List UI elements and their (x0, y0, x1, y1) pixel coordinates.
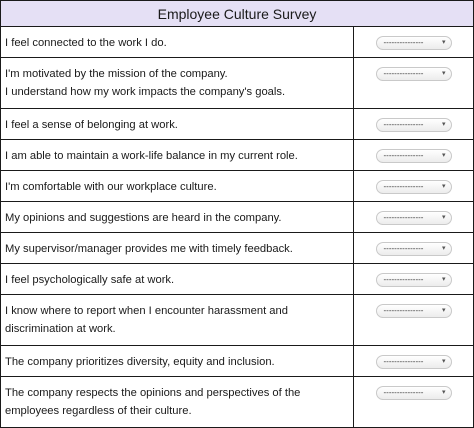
answer-select[interactable]: --------------- ▾ (375, 242, 452, 256)
question-row: I feel connected to the work I do. ------… (1, 27, 473, 58)
answer-cell: --------------- ▾ (354, 171, 473, 201)
answer-select[interactable]: --------------- ▾ (375, 211, 452, 225)
question-line: The company prioritizes diversity, equit… (5, 356, 275, 368)
chevron-down-icon: ▾ (441, 121, 446, 128)
question-row: I know where to report when I encounter … (1, 295, 473, 346)
answer-select[interactable]: --------------- ▾ (375, 149, 452, 163)
question-line: discrimination at work. (5, 323, 116, 335)
question-text: I feel connected to the work I do. (1, 27, 354, 57)
question-line: My supervisor/manager provides me with t… (5, 243, 293, 255)
question-list: I feel connected to the work I do. ------… (1, 27, 473, 427)
select-placeholder: --------------- (383, 120, 424, 129)
question-line: I know where to report when I encounter … (5, 305, 288, 317)
survey-title: Employee Culture Survey (1, 1, 473, 27)
select-placeholder: --------------- (383, 151, 424, 160)
answer-cell: --------------- ▾ (354, 202, 473, 232)
question-row: My supervisor/manager provides me with t… (1, 233, 473, 264)
select-placeholder: --------------- (383, 244, 424, 253)
answer-select[interactable]: --------------- ▾ (375, 386, 452, 400)
answer-cell: --------------- ▾ (354, 27, 473, 57)
chevron-down-icon: ▾ (441, 152, 446, 159)
question-text: My opinions and suggestions are heard in… (1, 202, 354, 232)
answer-select[interactable]: --------------- ▾ (375, 304, 452, 318)
question-line: I feel psychologically safe at work. (5, 274, 175, 286)
question-line: I feel a sense of belonging at work. (5, 119, 178, 131)
select-placeholder: --------------- (383, 69, 424, 78)
chevron-down-icon: ▾ (441, 183, 446, 190)
select-placeholder: --------------- (383, 275, 424, 284)
question-text: I'm comfortable with our workplace cultu… (1, 171, 354, 201)
chevron-down-icon: ▾ (441, 70, 446, 77)
question-row: I'm comfortable with our workplace cultu… (1, 171, 473, 202)
question-line: I'm comfortable with our workplace cultu… (5, 181, 217, 193)
question-line: employees regardless of their culture. (5, 405, 192, 417)
answer-cell: --------------- ▾ (354, 140, 473, 170)
answer-select[interactable]: --------------- ▾ (375, 36, 452, 50)
question-text: The company prioritizes diversity, equit… (1, 346, 354, 376)
question-row: The company respects the opinions and pe… (1, 377, 473, 427)
answer-cell: --------------- ▾ (354, 264, 473, 294)
answer-cell: --------------- ▾ (354, 58, 473, 108)
chevron-down-icon: ▾ (441, 307, 446, 314)
question-row: I feel a sense of belonging at work. ----… (1, 109, 473, 140)
chevron-down-icon: ▾ (441, 358, 446, 365)
question-line: I am able to maintain a work-life balanc… (5, 150, 298, 162)
question-line: I'm motivated by the mission of the comp… (5, 68, 228, 80)
select-placeholder: --------------- (383, 213, 424, 222)
answer-select[interactable]: --------------- ▾ (375, 180, 452, 194)
question-row: I am able to maintain a work-life balanc… (1, 140, 473, 171)
question-line: My opinions and suggestions are heard in… (5, 212, 282, 224)
answer-cell: --------------- ▾ (354, 233, 473, 263)
question-row: I'm motivated by the mission of the comp… (1, 58, 473, 109)
chevron-down-icon: ▾ (441, 245, 446, 252)
question-text: The company respects the opinions and pe… (1, 377, 354, 427)
question-text: I feel psychologically safe at work. (1, 264, 354, 294)
answer-select[interactable]: --------------- ▾ (375, 355, 452, 369)
chevron-down-icon: ▾ (441, 389, 446, 396)
question-row: I feel psychologically safe at work. ----… (1, 264, 473, 295)
answer-select[interactable]: --------------- ▾ (375, 118, 452, 132)
question-row: The company prioritizes diversity, equit… (1, 346, 473, 377)
answer-cell: --------------- ▾ (354, 346, 473, 376)
select-placeholder: --------------- (383, 182, 424, 191)
question-line: I understand how my work impacts the com… (5, 86, 286, 98)
select-placeholder: --------------- (383, 38, 424, 47)
question-row: My opinions and suggestions are heard in… (1, 202, 473, 233)
select-placeholder: --------------- (383, 357, 424, 366)
answer-select[interactable]: --------------- ▾ (375, 273, 452, 287)
answer-cell: --------------- ▾ (354, 109, 473, 139)
question-text: I am able to maintain a work-life balanc… (1, 140, 354, 170)
chevron-down-icon: ▾ (441, 39, 446, 46)
select-placeholder: --------------- (383, 388, 424, 397)
question-text: My supervisor/manager provides me with t… (1, 233, 354, 263)
question-text: I know where to report when I encounter … (1, 295, 354, 345)
answer-cell: --------------- ▾ (354, 377, 473, 427)
question-line: The company respects the opinions and pe… (5, 387, 301, 399)
question-line: I feel connected to the work I do. (5, 37, 167, 49)
question-text: I'm motivated by the mission of the comp… (1, 58, 354, 108)
chevron-down-icon: ▾ (441, 214, 446, 221)
answer-select[interactable]: --------------- ▾ (375, 67, 452, 81)
question-text: I feel a sense of belonging at work. (1, 109, 354, 139)
answer-cell: --------------- ▾ (354, 295, 473, 345)
chevron-down-icon: ▾ (441, 276, 446, 283)
select-placeholder: --------------- (383, 306, 424, 315)
